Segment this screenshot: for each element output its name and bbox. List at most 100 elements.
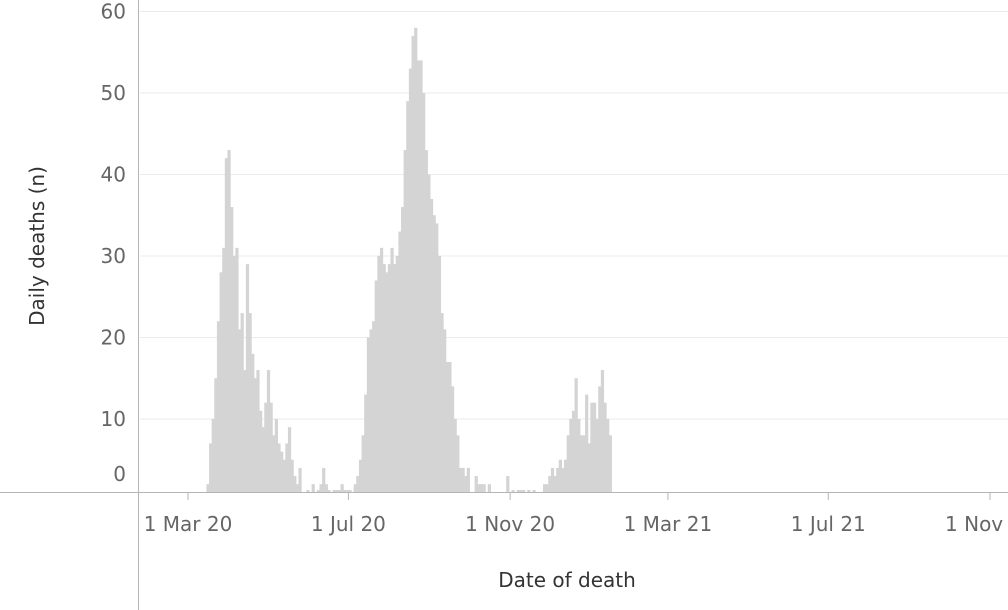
bar xyxy=(600,370,605,492)
bar xyxy=(408,68,413,493)
bar xyxy=(411,35,415,492)
y-axis-title: Daily deaths (n) xyxy=(25,166,49,326)
bar xyxy=(211,419,215,492)
bar xyxy=(403,150,407,493)
bar xyxy=(248,313,252,492)
bar xyxy=(550,467,555,492)
bar xyxy=(479,484,484,492)
x-tick-label: 1 Mar 21 xyxy=(624,512,713,536)
y-tick-label-60: 60 xyxy=(101,0,126,24)
bar xyxy=(574,378,578,492)
bar xyxy=(343,490,347,492)
bar xyxy=(592,402,597,492)
bar xyxy=(466,467,470,492)
bar xyxy=(506,476,510,492)
bar xyxy=(608,435,612,492)
bar xyxy=(266,370,271,492)
bar xyxy=(272,435,276,492)
bar xyxy=(322,467,326,492)
bar xyxy=(332,490,336,492)
bar xyxy=(458,467,463,492)
bar xyxy=(414,27,418,493)
x-tick-label: 1 Mar 20 xyxy=(144,512,233,536)
bar xyxy=(256,370,260,492)
bar xyxy=(390,247,394,492)
bar xyxy=(264,402,268,492)
bar xyxy=(461,467,465,492)
bar xyxy=(316,490,321,492)
x-tick-label: 1 Nov 20 xyxy=(465,512,555,536)
bar xyxy=(293,476,297,492)
bar xyxy=(335,490,339,492)
bar xyxy=(427,174,431,492)
bar xyxy=(585,394,589,492)
x-tick-labels: 1 Mar 20 1 Jul 20 1 Nov 20 1 Mar 21 1 Jul 21… xyxy=(144,512,1008,536)
bar xyxy=(230,207,234,492)
bar xyxy=(282,459,286,492)
bars xyxy=(206,27,612,493)
bar xyxy=(206,484,210,492)
bar xyxy=(450,386,455,492)
bar xyxy=(548,476,552,492)
y-tick-label-50: 50 xyxy=(101,81,126,105)
bar xyxy=(374,280,378,492)
bar xyxy=(353,484,357,492)
bar xyxy=(379,247,384,492)
bar xyxy=(356,476,360,492)
bar xyxy=(429,198,434,492)
bar xyxy=(395,256,399,492)
bar xyxy=(209,443,213,492)
bar xyxy=(274,419,278,492)
x-tick-label: 1 Jul 20 xyxy=(311,512,386,536)
bar xyxy=(295,484,300,492)
bar xyxy=(424,150,428,493)
bar xyxy=(269,402,273,492)
bar xyxy=(214,378,218,492)
bar xyxy=(287,427,292,492)
bar xyxy=(327,490,331,492)
bar xyxy=(582,435,586,492)
bar xyxy=(345,490,349,492)
bar xyxy=(406,101,410,493)
bar xyxy=(564,459,568,492)
bar xyxy=(224,158,229,492)
bar xyxy=(445,361,449,492)
bar xyxy=(437,256,442,492)
bar xyxy=(387,264,392,492)
bar xyxy=(511,490,515,492)
bar xyxy=(369,329,373,492)
gridlines xyxy=(140,11,1008,420)
bar xyxy=(587,443,591,492)
bar xyxy=(280,451,284,492)
bar xyxy=(477,484,481,492)
bar xyxy=(377,256,381,492)
y-tick-label-40: 40 xyxy=(101,163,126,187)
bar xyxy=(385,272,389,492)
bar xyxy=(598,386,602,492)
bar xyxy=(556,467,560,492)
bar xyxy=(298,467,302,492)
bar xyxy=(569,419,573,492)
bar xyxy=(422,93,426,492)
bar xyxy=(290,459,294,492)
bar xyxy=(595,419,599,492)
bar xyxy=(277,443,281,492)
bar xyxy=(571,410,576,492)
bar xyxy=(311,484,315,492)
bar xyxy=(306,490,310,492)
bar xyxy=(519,490,523,492)
bar xyxy=(464,476,468,492)
bar xyxy=(440,313,444,492)
bar xyxy=(340,484,344,492)
bar xyxy=(521,490,526,492)
bar xyxy=(285,443,289,492)
bar xyxy=(487,484,491,492)
y-tick-label-0: 0 xyxy=(113,462,126,486)
bar xyxy=(245,264,250,492)
bar xyxy=(219,272,223,492)
bar xyxy=(590,402,594,492)
bar xyxy=(358,459,363,492)
bar xyxy=(566,435,570,492)
bar xyxy=(579,435,584,492)
